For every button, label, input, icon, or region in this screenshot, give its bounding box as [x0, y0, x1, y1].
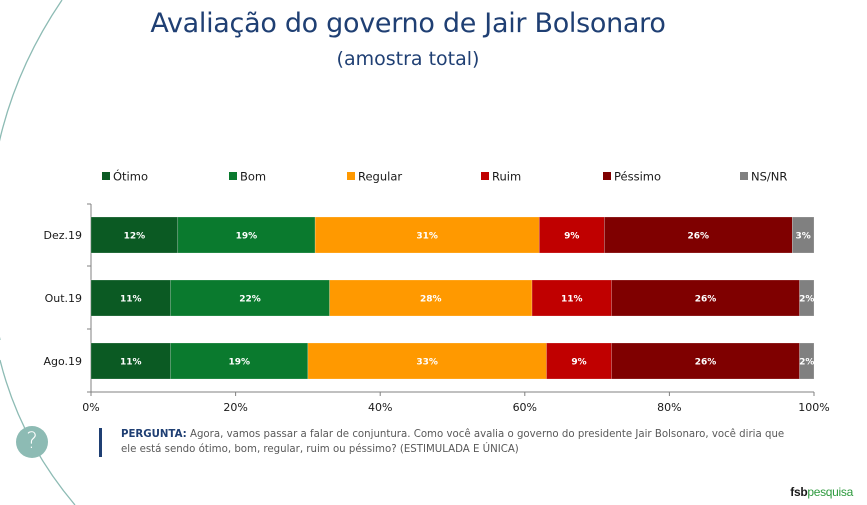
- data-label-0-4: 26%: [688, 232, 710, 242]
- bar-segment-2-5: [799, 342, 815, 380]
- data-label-1-4: 26%: [695, 295, 717, 305]
- data-label-0-3: 9%: [564, 232, 579, 242]
- bar-segment-0-5: [792, 216, 815, 254]
- bar-segment-0-2: [314, 216, 540, 254]
- legend-label-1: Bom: [240, 170, 266, 184]
- bar-segment-1-2: [329, 279, 533, 317]
- bar-segment-2-3: [546, 342, 612, 380]
- x-tick-label-2: 40%: [368, 401, 392, 414]
- data-label-2-3: 9%: [571, 358, 586, 368]
- data-label-0-2: 31%: [416, 232, 438, 242]
- legend-swatch-0: [102, 172, 110, 180]
- data-label-0-5: 3%: [796, 232, 811, 242]
- brand-logo-light: pesquisa: [807, 485, 853, 499]
- data-label-0-1: 19%: [236, 232, 258, 242]
- bar-segment-2-2: [307, 342, 547, 380]
- question-body: Agora, vamos passar a falar de conjuntur…: [121, 429, 785, 455]
- bar-segment-0-3: [538, 216, 605, 254]
- bar-segment-1-3: [531, 279, 612, 317]
- category-label-2: Ago.19: [43, 355, 82, 368]
- data-label-2-1: 19%: [228, 358, 250, 368]
- page-title: Avaliação do governo de Jair Bolsonaro: [150, 8, 666, 39]
- data-label-1-3: 11%: [561, 295, 583, 305]
- data-label-2-2: 33%: [416, 358, 438, 368]
- data-label-1-2: 28%: [420, 295, 442, 305]
- legend-label-3: Ruim: [492, 170, 521, 184]
- legend-swatch-3: [481, 172, 489, 180]
- legend-swatch-4: [603, 172, 611, 180]
- legend-label-0: Ótimo: [113, 169, 148, 184]
- data-label-1-5: 2%: [799, 295, 814, 305]
- category-label-0: Dez.19: [43, 229, 82, 242]
- legend-swatch-1: [229, 172, 237, 180]
- question-label: PERGUNTA:: [121, 429, 187, 440]
- bar-segment-0-0: [90, 216, 179, 254]
- brand-logo-bold: fsb: [790, 485, 808, 499]
- bar-segment-2-1: [170, 342, 309, 380]
- data-label-2-4: 26%: [695, 358, 717, 368]
- bar-segment-0-1: [177, 216, 316, 254]
- x-tick-label-1: 20%: [223, 401, 247, 414]
- question-mark-icon: ?: [16, 426, 48, 458]
- data-label-0-0: 12%: [124, 232, 146, 242]
- data-label-2-5: 2%: [799, 358, 814, 368]
- data-label-1-0: 11%: [120, 295, 142, 305]
- bar-segment-1-0: [90, 279, 171, 317]
- category-label-1: Out.19: [45, 292, 82, 305]
- data-label-2-0: 11%: [120, 358, 142, 368]
- legend-label-5: NS/NR: [751, 170, 787, 184]
- legend-swatch-5: [740, 172, 748, 180]
- brand-logo: fsbpesquisa: [790, 485, 853, 499]
- bar-segment-2-0: [90, 342, 171, 380]
- stacked-bar-chart: Ótimo Bom Regular Ruim Péssimo NS/NR 0% 20% 40% 6…: [43, 169, 829, 415]
- legend-label-4: Péssimo: [614, 170, 661, 184]
- question-text: PERGUNTA: Agora, vamos passar a falar de…: [99, 428, 801, 457]
- page-subtitle: (amostra total): [336, 48, 480, 70]
- x-tick-label-0: 0%: [82, 401, 99, 414]
- x-tick-label-4: 80%: [657, 401, 681, 414]
- x-tick-label-5: 100%: [798, 401, 829, 414]
- data-label-1-1: 22%: [239, 295, 261, 305]
- bar-segment-1-4: [611, 279, 800, 317]
- bar-segment-1-5: [799, 279, 815, 317]
- legend-swatch-2: [347, 172, 355, 180]
- legend-label-2: Regular: [358, 170, 402, 184]
- x-tick-label-3: 60%: [513, 401, 537, 414]
- bar-segment-2-4: [611, 342, 800, 380]
